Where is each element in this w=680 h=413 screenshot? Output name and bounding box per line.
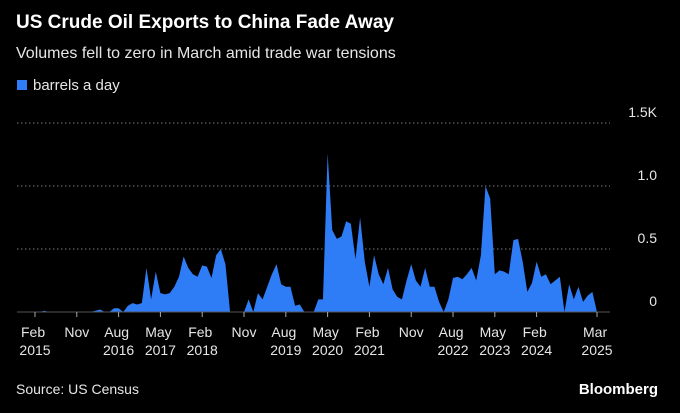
chart-subtitle: Volumes fell to zero in March amid trade… bbox=[16, 45, 396, 62]
x-tick-label: Feb 2015 bbox=[19, 324, 50, 358]
y-tick-label: 0.5 bbox=[638, 230, 658, 246]
y-tick-label: 0 bbox=[649, 293, 657, 309]
x-tick-label: May 2017 bbox=[145, 324, 176, 358]
x-tick-label: Mar 2025 bbox=[581, 324, 612, 358]
x-tick-label: Aug 2016 bbox=[103, 324, 134, 358]
x-tick-label: Feb 2024 bbox=[521, 324, 552, 358]
y-tick-label: 1.5K bbox=[628, 104, 657, 120]
chart-title: US Crude Oil Exports to China Fade Away bbox=[16, 12, 394, 33]
x-tick-label: Feb 2018 bbox=[187, 324, 218, 358]
x-tick-label: Feb 2021 bbox=[354, 324, 385, 358]
x-tick-label: May 2023 bbox=[479, 324, 510, 358]
area bbox=[35, 153, 597, 312]
brand: Bloomberg bbox=[579, 381, 658, 398]
legend-label: barrels a day bbox=[33, 77, 120, 94]
x-tick-label: Aug 2019 bbox=[270, 324, 301, 358]
x-tick-label: Nov bbox=[232, 324, 257, 340]
x-tick-label: Nov bbox=[399, 324, 424, 340]
y-tick-label: 1.0 bbox=[638, 167, 658, 183]
source: Source: US Census bbox=[16, 381, 139, 397]
legend-swatch bbox=[17, 80, 27, 90]
x-tick-label: Nov bbox=[64, 324, 89, 340]
x-tick-label: May 2020 bbox=[312, 324, 343, 358]
x-tick-label: Aug 2022 bbox=[437, 324, 468, 358]
